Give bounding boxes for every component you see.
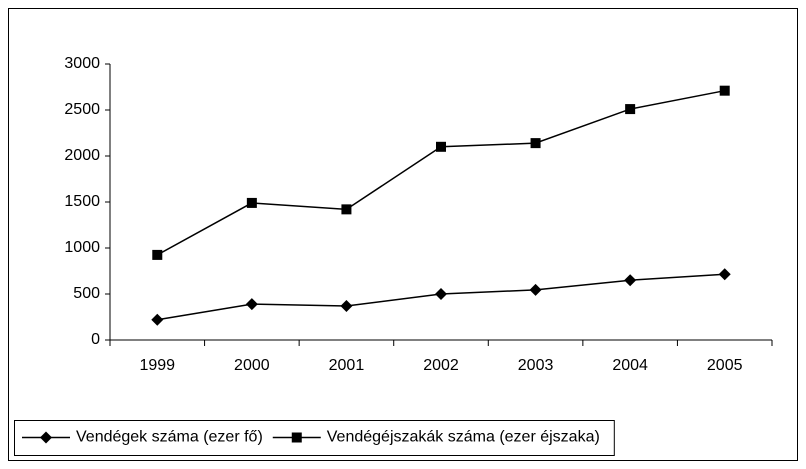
x-tick-label: 2005 xyxy=(707,357,743,374)
marker xyxy=(245,298,258,311)
marker xyxy=(291,432,302,443)
marker xyxy=(530,138,541,149)
marker xyxy=(151,313,164,326)
legend-label: Vendégéjszakák száma (ezer éjszaka) xyxy=(327,429,600,446)
marker xyxy=(340,299,353,312)
marker xyxy=(436,141,446,152)
y-tick-label: 500 xyxy=(73,285,100,302)
y-tick-label: 0 xyxy=(91,331,100,348)
marker xyxy=(624,274,637,287)
marker xyxy=(719,85,730,96)
marker xyxy=(435,288,447,300)
marker xyxy=(246,197,257,208)
marker xyxy=(152,249,163,260)
y-tick-label: 1500 xyxy=(64,193,100,210)
x-tick-label: 2004 xyxy=(612,357,648,374)
y-tick-label: 1000 xyxy=(64,239,100,256)
marker xyxy=(625,104,636,115)
marker xyxy=(40,431,52,444)
marker xyxy=(718,268,731,281)
x-tick-label: 2002 xyxy=(423,357,459,374)
x-tick-label: 2003 xyxy=(518,357,554,374)
y-tick-label: 3000 xyxy=(64,55,100,72)
x-tick-label: 2001 xyxy=(329,357,365,374)
y-tick-label: 2000 xyxy=(64,147,100,164)
x-tick-label: 1999 xyxy=(139,357,175,374)
chart-frame xyxy=(8,8,798,461)
marker xyxy=(529,283,542,296)
legend-label: Vendégek száma (ezer fő) xyxy=(76,429,263,446)
x-tick-label: 2000 xyxy=(234,357,270,374)
marker xyxy=(341,204,352,215)
y-tick-label: 2500 xyxy=(64,101,100,118)
